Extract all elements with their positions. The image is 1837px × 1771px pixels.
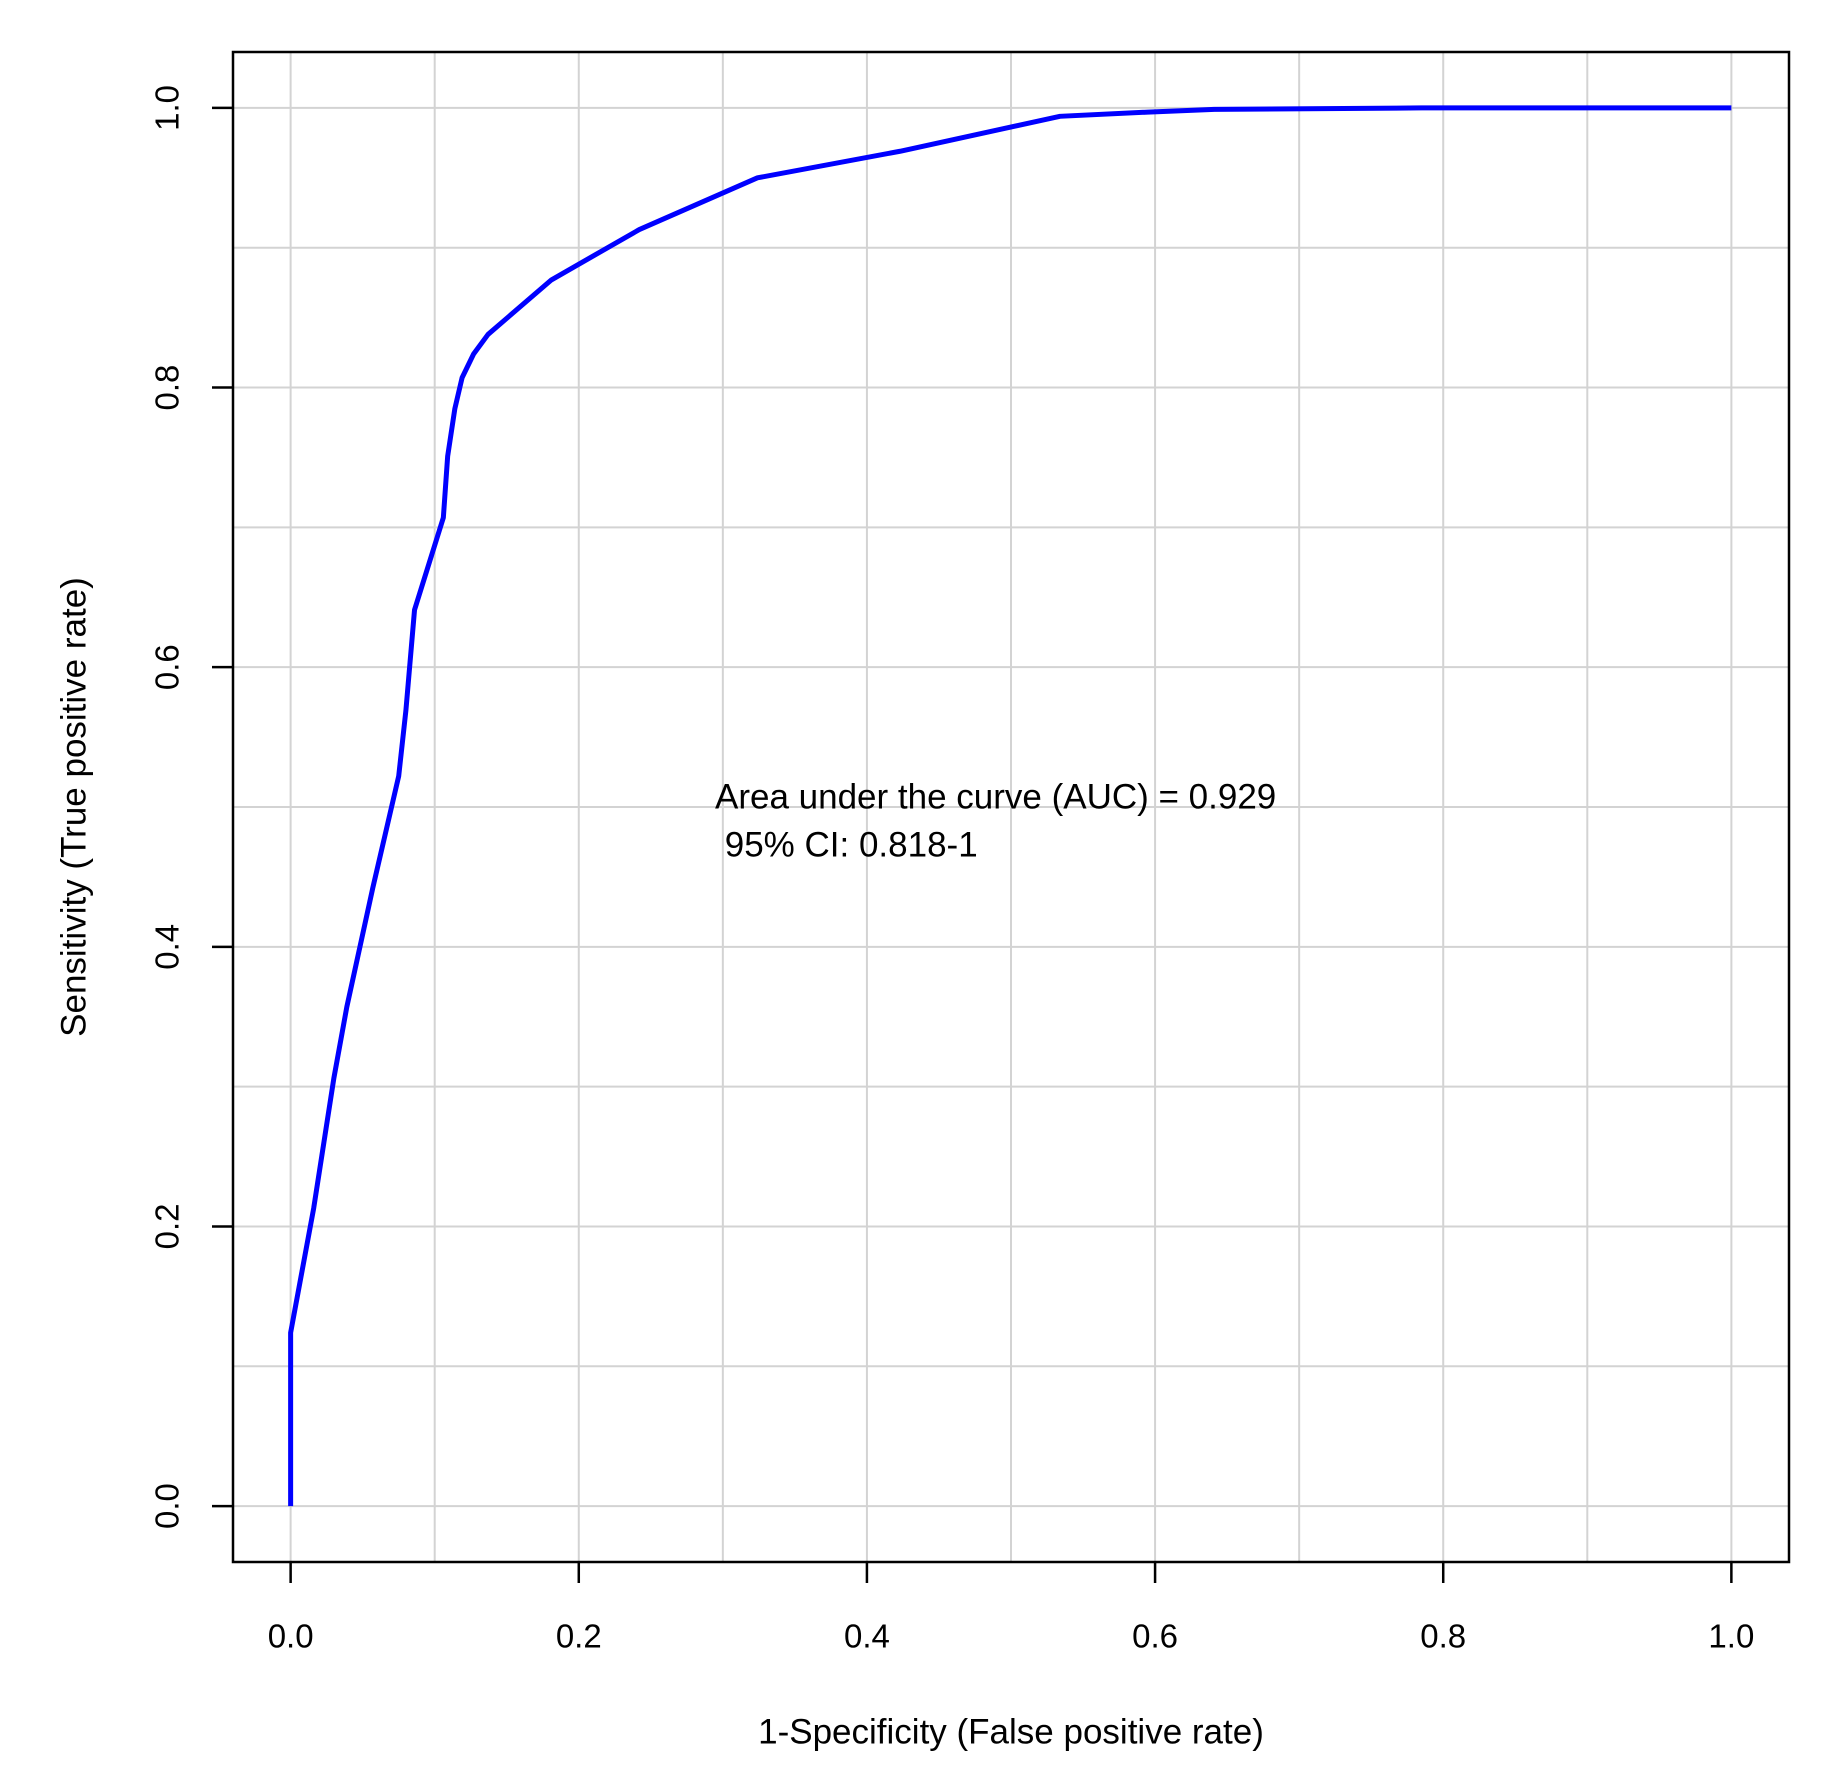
x-tick-label: 0.4 (844, 1618, 890, 1655)
y-axis-title: Sensitivity (True positive rate) (54, 577, 93, 1037)
x-tick-label: 0.2 (556, 1618, 602, 1655)
y-tick-label: 0.0 (149, 1483, 186, 1529)
annotation: 95% CI: 0.818-1 (715, 825, 978, 864)
y-tick-label: 1.0 (149, 85, 186, 131)
plot-frame (231, 50, 1791, 1564)
y-tick-label: 0.4 (149, 924, 186, 970)
annotation: Area under the curve (AUC) = 0.929 (715, 777, 1276, 816)
y-tick-label: 0.2 (149, 1204, 186, 1250)
x-tick-label: 0.8 (1420, 1618, 1466, 1655)
x-tick-label: 0.0 (268, 1618, 314, 1655)
roc-curve (288, 105, 1732, 1507)
x-tick-label: 1.0 (1708, 1618, 1754, 1655)
y-tick-label: 0.6 (149, 644, 186, 690)
x-tick-label: 0.6 (1132, 1618, 1178, 1655)
x-axis-title: 1-Specificity (False positive rate) (758, 1712, 1264, 1751)
y-tick-label: 0.8 (149, 365, 186, 411)
